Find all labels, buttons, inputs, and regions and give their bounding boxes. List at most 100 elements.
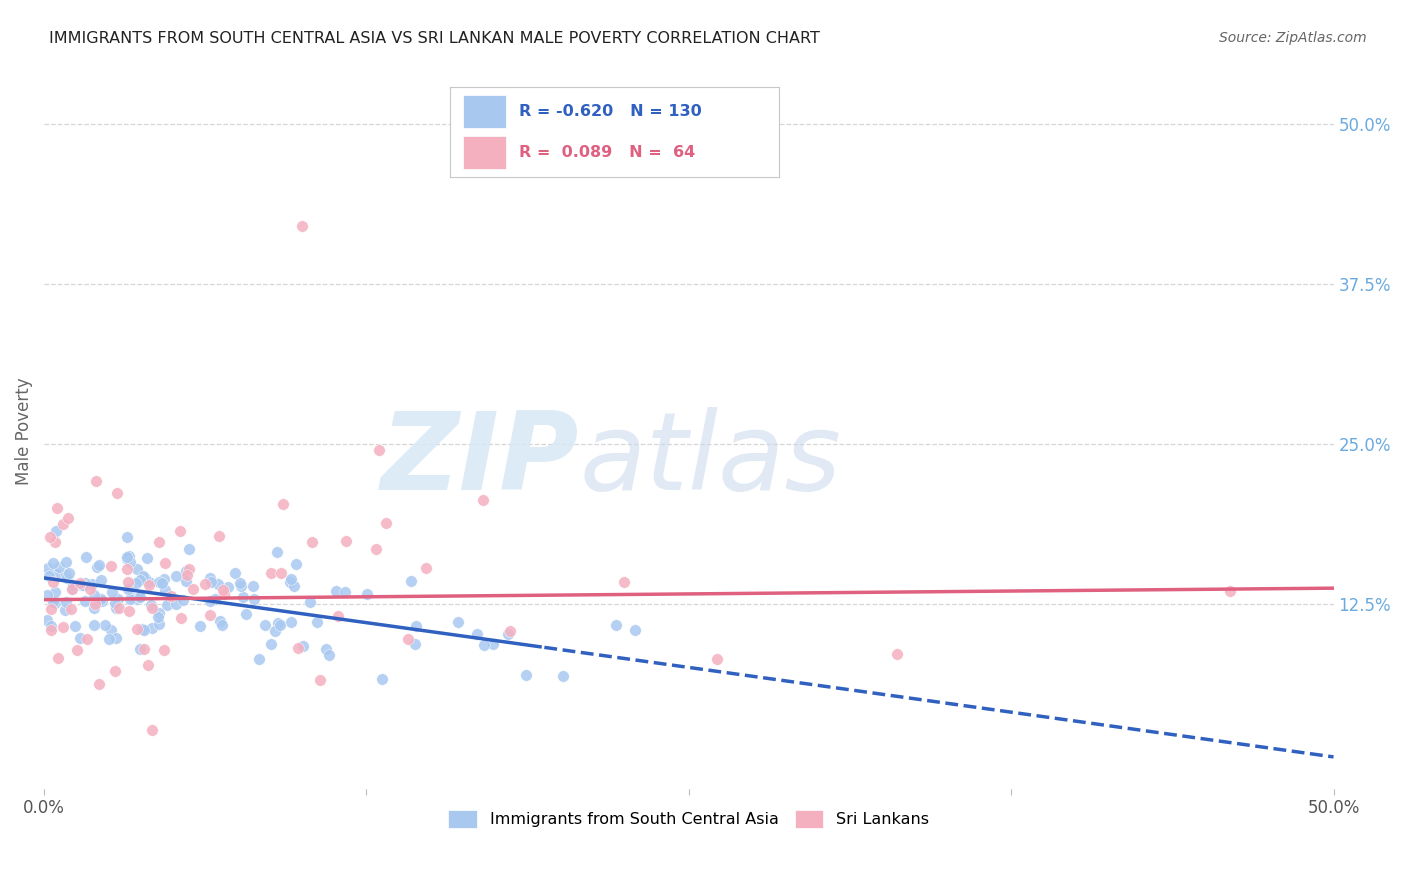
Point — [396, 632, 419, 646]
Point — [44, 535, 66, 549]
Point — [63, 619, 86, 633]
Point — [207, 577, 229, 591]
Point — [131, 622, 153, 636]
Point — [60, 582, 83, 596]
Point — [91, 593, 114, 607]
Point — [181, 582, 204, 596]
Point — [356, 587, 378, 601]
Point — [166, 569, 188, 583]
Point — [148, 535, 170, 549]
Point — [326, 608, 349, 623]
Point — [83, 588, 105, 602]
Point — [153, 556, 176, 570]
Point — [37, 561, 59, 575]
Point — [886, 648, 908, 662]
Point — [136, 658, 159, 673]
Point — [212, 582, 235, 597]
Point — [305, 615, 328, 629]
Point — [291, 219, 314, 234]
Point — [515, 668, 537, 682]
Point — [247, 652, 270, 666]
Point — [83, 601, 105, 615]
Point — [73, 576, 96, 591]
Point — [122, 591, 145, 606]
Point — [90, 574, 112, 588]
Point — [141, 621, 163, 635]
Point — [108, 601, 131, 615]
Point — [48, 559, 70, 574]
Point — [56, 511, 79, 525]
Point — [174, 574, 197, 588]
Point — [280, 615, 302, 630]
Point — [83, 598, 105, 612]
Point — [41, 601, 63, 615]
Point — [172, 592, 194, 607]
Point — [60, 601, 83, 615]
Point — [105, 601, 128, 615]
Point — [280, 574, 302, 589]
Point — [105, 486, 128, 500]
Text: ZIP: ZIP — [381, 407, 579, 513]
Point — [404, 637, 426, 651]
Point — [69, 575, 91, 590]
Point — [271, 497, 294, 511]
Point — [415, 561, 437, 575]
Point — [301, 535, 323, 549]
Point — [62, 578, 84, 592]
Point — [118, 604, 141, 618]
Point — [482, 637, 505, 651]
Point — [364, 541, 387, 556]
Point — [41, 595, 63, 609]
Point — [100, 624, 122, 638]
Point — [235, 607, 257, 622]
Point — [128, 641, 150, 656]
Point — [612, 575, 634, 590]
Point — [229, 579, 252, 593]
Point — [706, 651, 728, 665]
Point — [211, 618, 233, 632]
Point — [263, 624, 285, 638]
Point — [117, 575, 139, 590]
Point — [46, 500, 69, 515]
Point — [94, 618, 117, 632]
Point — [200, 571, 222, 585]
Point — [76, 632, 98, 647]
Point — [100, 558, 122, 573]
Point — [141, 600, 163, 615]
Point — [371, 672, 394, 686]
Point — [198, 608, 221, 623]
Point — [39, 624, 62, 638]
Point — [232, 590, 254, 604]
Point — [44, 596, 66, 610]
Point — [134, 571, 156, 585]
Point — [217, 580, 239, 594]
Point — [148, 617, 170, 632]
Point — [605, 618, 627, 632]
Point — [115, 550, 138, 565]
Point — [270, 566, 292, 581]
Point — [280, 572, 302, 586]
Point — [101, 585, 124, 599]
Point — [44, 585, 66, 599]
Point — [148, 575, 170, 590]
Point — [200, 574, 222, 589]
Point — [86, 560, 108, 574]
Point — [42, 556, 65, 570]
Point — [120, 591, 142, 606]
Point — [138, 578, 160, 592]
Text: atlas: atlas — [579, 407, 841, 512]
Point — [165, 597, 187, 611]
Point — [138, 574, 160, 589]
Point — [242, 591, 264, 606]
Point — [254, 617, 277, 632]
Point — [90, 592, 112, 607]
Point — [212, 587, 235, 601]
Point — [1219, 583, 1241, 598]
Point — [179, 562, 201, 576]
Point — [368, 443, 391, 458]
Point — [309, 673, 332, 687]
Point — [176, 568, 198, 582]
Point — [169, 524, 191, 538]
Point — [46, 651, 69, 665]
Point — [292, 639, 315, 653]
